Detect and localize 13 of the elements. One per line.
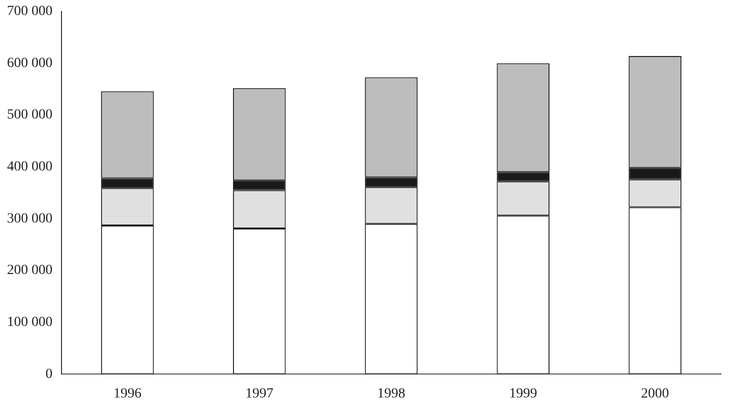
y-tick-label: 0 xyxy=(46,366,52,382)
x-tick-label: 1997 xyxy=(245,386,274,402)
y-tick-label: 300 000 xyxy=(7,211,52,226)
x-tick-label: 2000 xyxy=(641,386,670,402)
y-tick-label: 200 000 xyxy=(7,263,52,278)
y-tick-label: 500 000 xyxy=(7,108,52,123)
y-tick-label: 400 000 xyxy=(7,160,52,175)
y-tick-label: 600 000 xyxy=(7,56,52,71)
x-tick-label: 1998 xyxy=(377,386,406,402)
x-tick-label: 1996 xyxy=(113,386,142,402)
y-tick-label: 100 000 xyxy=(7,315,52,330)
y-tick-label: 700 000 xyxy=(7,4,52,20)
x-tick-label: 1999 xyxy=(509,386,538,402)
